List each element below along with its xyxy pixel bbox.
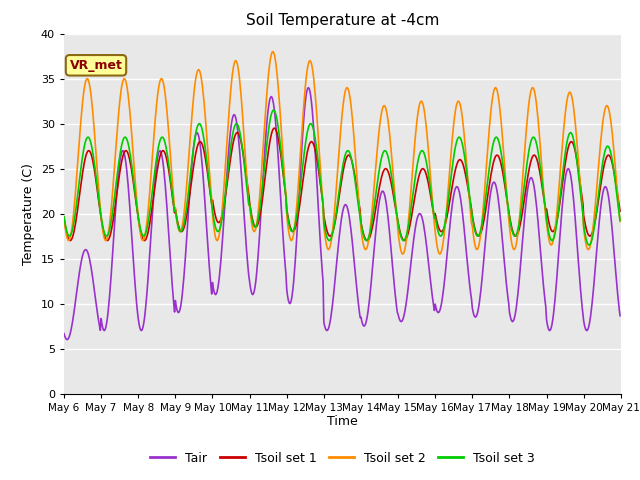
Tsoil set 3 [184, 195, 191, 201]
Line: Tsoil set 2: Tsoil set 2 [64, 51, 620, 254]
Tair [63, 336, 71, 342]
Tsoil set 2 [60, 214, 68, 220]
Tsoil set 3 [60, 214, 68, 220]
Tsoil set 3 [127, 159, 135, 165]
Tsoil set 1 [428, 197, 435, 203]
Tsoil set 3 [70, 219, 78, 225]
Tair [412, 227, 419, 232]
Title: Soil Temperature at -4cm: Soil Temperature at -4cm [246, 13, 439, 28]
Tair [60, 331, 68, 336]
Tsoil set 1 [60, 215, 68, 221]
Tsoil set 1 [71, 225, 79, 230]
Tair [305, 84, 312, 90]
Tsoil set 1 [185, 201, 193, 207]
Tsoil set 2 [70, 206, 78, 212]
Tsoil set 3 [410, 181, 418, 187]
Text: VR_met: VR_met [70, 59, 122, 72]
Tsoil set 2 [184, 168, 191, 174]
Tair [214, 285, 221, 290]
Tsoil set 2 [127, 126, 135, 132]
Tsoil set 1 [67, 238, 74, 243]
Tsoil set 3 [585, 242, 593, 248]
Legend: Tair, Tsoil set 1, Tsoil set 2, Tsoil set 3: Tair, Tsoil set 1, Tsoil set 2, Tsoil se… [145, 447, 540, 469]
Tair [428, 286, 435, 291]
Tsoil set 2 [213, 238, 221, 243]
Tsoil set 2 [269, 48, 276, 54]
Tsoil set 1 [412, 192, 419, 198]
Tsoil set 1 [214, 219, 221, 225]
Tair [71, 303, 79, 309]
Tsoil set 3 [213, 228, 221, 234]
Y-axis label: Temperature (C): Temperature (C) [22, 163, 35, 264]
Tsoil set 3 [427, 187, 435, 192]
Tair [128, 238, 136, 243]
Tsoil set 3 [616, 217, 624, 223]
Tair [616, 313, 624, 319]
Tsoil set 2 [412, 136, 419, 142]
Tsoil set 1 [616, 208, 624, 214]
Tsoil set 1 [128, 170, 136, 176]
Line: Tsoil set 1: Tsoil set 1 [64, 128, 620, 240]
Tsoil set 2 [428, 185, 435, 191]
Tsoil set 2 [399, 251, 406, 257]
Line: Tsoil set 3: Tsoil set 3 [64, 110, 620, 245]
Tsoil set 3 [269, 107, 277, 113]
Tsoil set 1 [271, 125, 278, 131]
X-axis label: Time: Time [327, 415, 358, 429]
Line: Tair: Tair [64, 87, 620, 339]
Tsoil set 2 [616, 218, 624, 224]
Tair [185, 208, 193, 214]
